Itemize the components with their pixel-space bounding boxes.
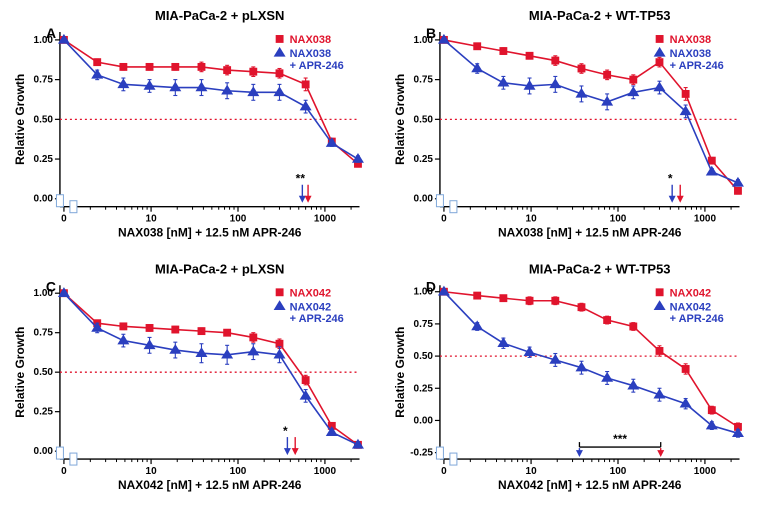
svg-text:0.25: 0.25 bbox=[34, 154, 54, 165]
svg-text:0.00: 0.00 bbox=[413, 415, 433, 426]
svg-text:+ APR-246: + APR-246 bbox=[669, 313, 723, 325]
svg-text:10: 10 bbox=[146, 466, 158, 477]
svg-text:NAX042 [nM] + 12.5 nM APR-246: NAX042 [nM] + 12.5 nM APR-246 bbox=[118, 478, 302, 492]
svg-text:MIA-PaCa-2 + WT-TP53: MIA-PaCa-2 + WT-TP53 bbox=[528, 8, 670, 23]
svg-text:NAX038: NAX038 bbox=[290, 48, 331, 60]
svg-text:0: 0 bbox=[441, 214, 447, 225]
svg-text:**: ** bbox=[296, 172, 306, 186]
svg-text:0.25: 0.25 bbox=[413, 383, 433, 394]
svg-text:-0.25: -0.25 bbox=[410, 447, 433, 458]
svg-text:MIA-PaCa-2 + pLXSN: MIA-PaCa-2 + pLXSN bbox=[155, 261, 284, 276]
svg-text:MIA-PaCa-2 + pLXSN: MIA-PaCa-2 + pLXSN bbox=[155, 8, 284, 23]
svg-text:NAX038 [nM] + 12.5 nM APR-246: NAX038 [nM] + 12.5 nM APR-246 bbox=[497, 226, 681, 240]
svg-text:0.75: 0.75 bbox=[34, 75, 54, 86]
panel-B: MIA-PaCa-2 + WT-TP53B0.000.250.500.751.0… bbox=[390, 6, 748, 245]
svg-text:NAX042: NAX042 bbox=[669, 301, 710, 313]
svg-text:MIA-PaCa-2 + WT-TP53: MIA-PaCa-2 + WT-TP53 bbox=[528, 261, 670, 276]
svg-text:100: 100 bbox=[230, 466, 247, 477]
svg-text:NAX038: NAX038 bbox=[669, 34, 710, 46]
svg-text:100: 100 bbox=[230, 214, 247, 225]
panel-A: MIA-PaCa-2 + pLXSNA0.000.250.500.751.00R… bbox=[10, 6, 368, 245]
svg-text:0.00: 0.00 bbox=[413, 194, 433, 205]
svg-text:0.50: 0.50 bbox=[413, 351, 433, 362]
svg-text:NAX042: NAX042 bbox=[290, 301, 331, 313]
svg-text:0.50: 0.50 bbox=[34, 367, 54, 378]
svg-text:*: * bbox=[667, 172, 672, 186]
svg-text:1000: 1000 bbox=[314, 214, 337, 225]
svg-text:1.00: 1.00 bbox=[34, 35, 54, 46]
svg-text:Relative Growth: Relative Growth bbox=[13, 326, 27, 417]
svg-text:0.00: 0.00 bbox=[34, 194, 54, 205]
svg-text:1.00: 1.00 bbox=[413, 286, 433, 297]
svg-text:10: 10 bbox=[525, 466, 537, 477]
panel-D: MIA-PaCa-2 + WT-TP53D-0.250.000.250.500.… bbox=[390, 259, 748, 497]
svg-text:1000: 1000 bbox=[693, 466, 716, 477]
svg-text:0.50: 0.50 bbox=[413, 114, 433, 125]
svg-text:NAX042: NAX042 bbox=[669, 287, 710, 299]
svg-text:0.25: 0.25 bbox=[413, 154, 433, 165]
svg-text:0.75: 0.75 bbox=[413, 319, 433, 330]
svg-text:***: *** bbox=[613, 432, 627, 446]
svg-text:+ APR-246: + APR-246 bbox=[290, 313, 344, 325]
svg-text:1000: 1000 bbox=[693, 214, 716, 225]
panel-C: MIA-PaCa-2 + pLXSNC0.000.250.500.751.00R… bbox=[10, 259, 368, 497]
svg-text:NAX042 [nM] + 12.5 nM APR-246: NAX042 [nM] + 12.5 nM APR-246 bbox=[497, 478, 681, 492]
chart-grid: MIA-PaCa-2 + pLXSNA0.000.250.500.751.00R… bbox=[0, 0, 757, 507]
svg-text:0.75: 0.75 bbox=[34, 327, 54, 338]
svg-text:*: * bbox=[283, 424, 288, 438]
svg-text:10: 10 bbox=[525, 214, 537, 225]
svg-text:100: 100 bbox=[609, 466, 626, 477]
svg-text:+ APR-246: + APR-246 bbox=[290, 60, 344, 72]
svg-text:NAX042: NAX042 bbox=[290, 287, 331, 299]
svg-text:Relative Growth: Relative Growth bbox=[392, 74, 406, 165]
svg-text:0.50: 0.50 bbox=[34, 114, 54, 125]
svg-text:1.00: 1.00 bbox=[413, 35, 433, 46]
svg-text:0: 0 bbox=[61, 214, 67, 225]
svg-text:1.00: 1.00 bbox=[34, 288, 54, 299]
svg-text:NAX038: NAX038 bbox=[290, 34, 331, 46]
svg-text:1000: 1000 bbox=[314, 466, 337, 477]
svg-text:10: 10 bbox=[146, 214, 158, 225]
svg-text:0.75: 0.75 bbox=[413, 75, 433, 86]
svg-text:Relative Growth: Relative Growth bbox=[392, 326, 406, 417]
svg-text:0.25: 0.25 bbox=[34, 406, 54, 417]
svg-text:NAX038: NAX038 bbox=[669, 48, 710, 60]
svg-text:+ APR-246: + APR-246 bbox=[669, 60, 723, 72]
svg-text:0.00: 0.00 bbox=[34, 446, 54, 457]
svg-text:Relative Growth: Relative Growth bbox=[13, 74, 27, 165]
svg-text:0: 0 bbox=[61, 466, 67, 477]
svg-text:NAX038 [nM] + 12.5 nM APR-246: NAX038 [nM] + 12.5 nM APR-246 bbox=[118, 226, 302, 240]
svg-text:100: 100 bbox=[609, 214, 626, 225]
svg-text:0: 0 bbox=[441, 466, 447, 477]
